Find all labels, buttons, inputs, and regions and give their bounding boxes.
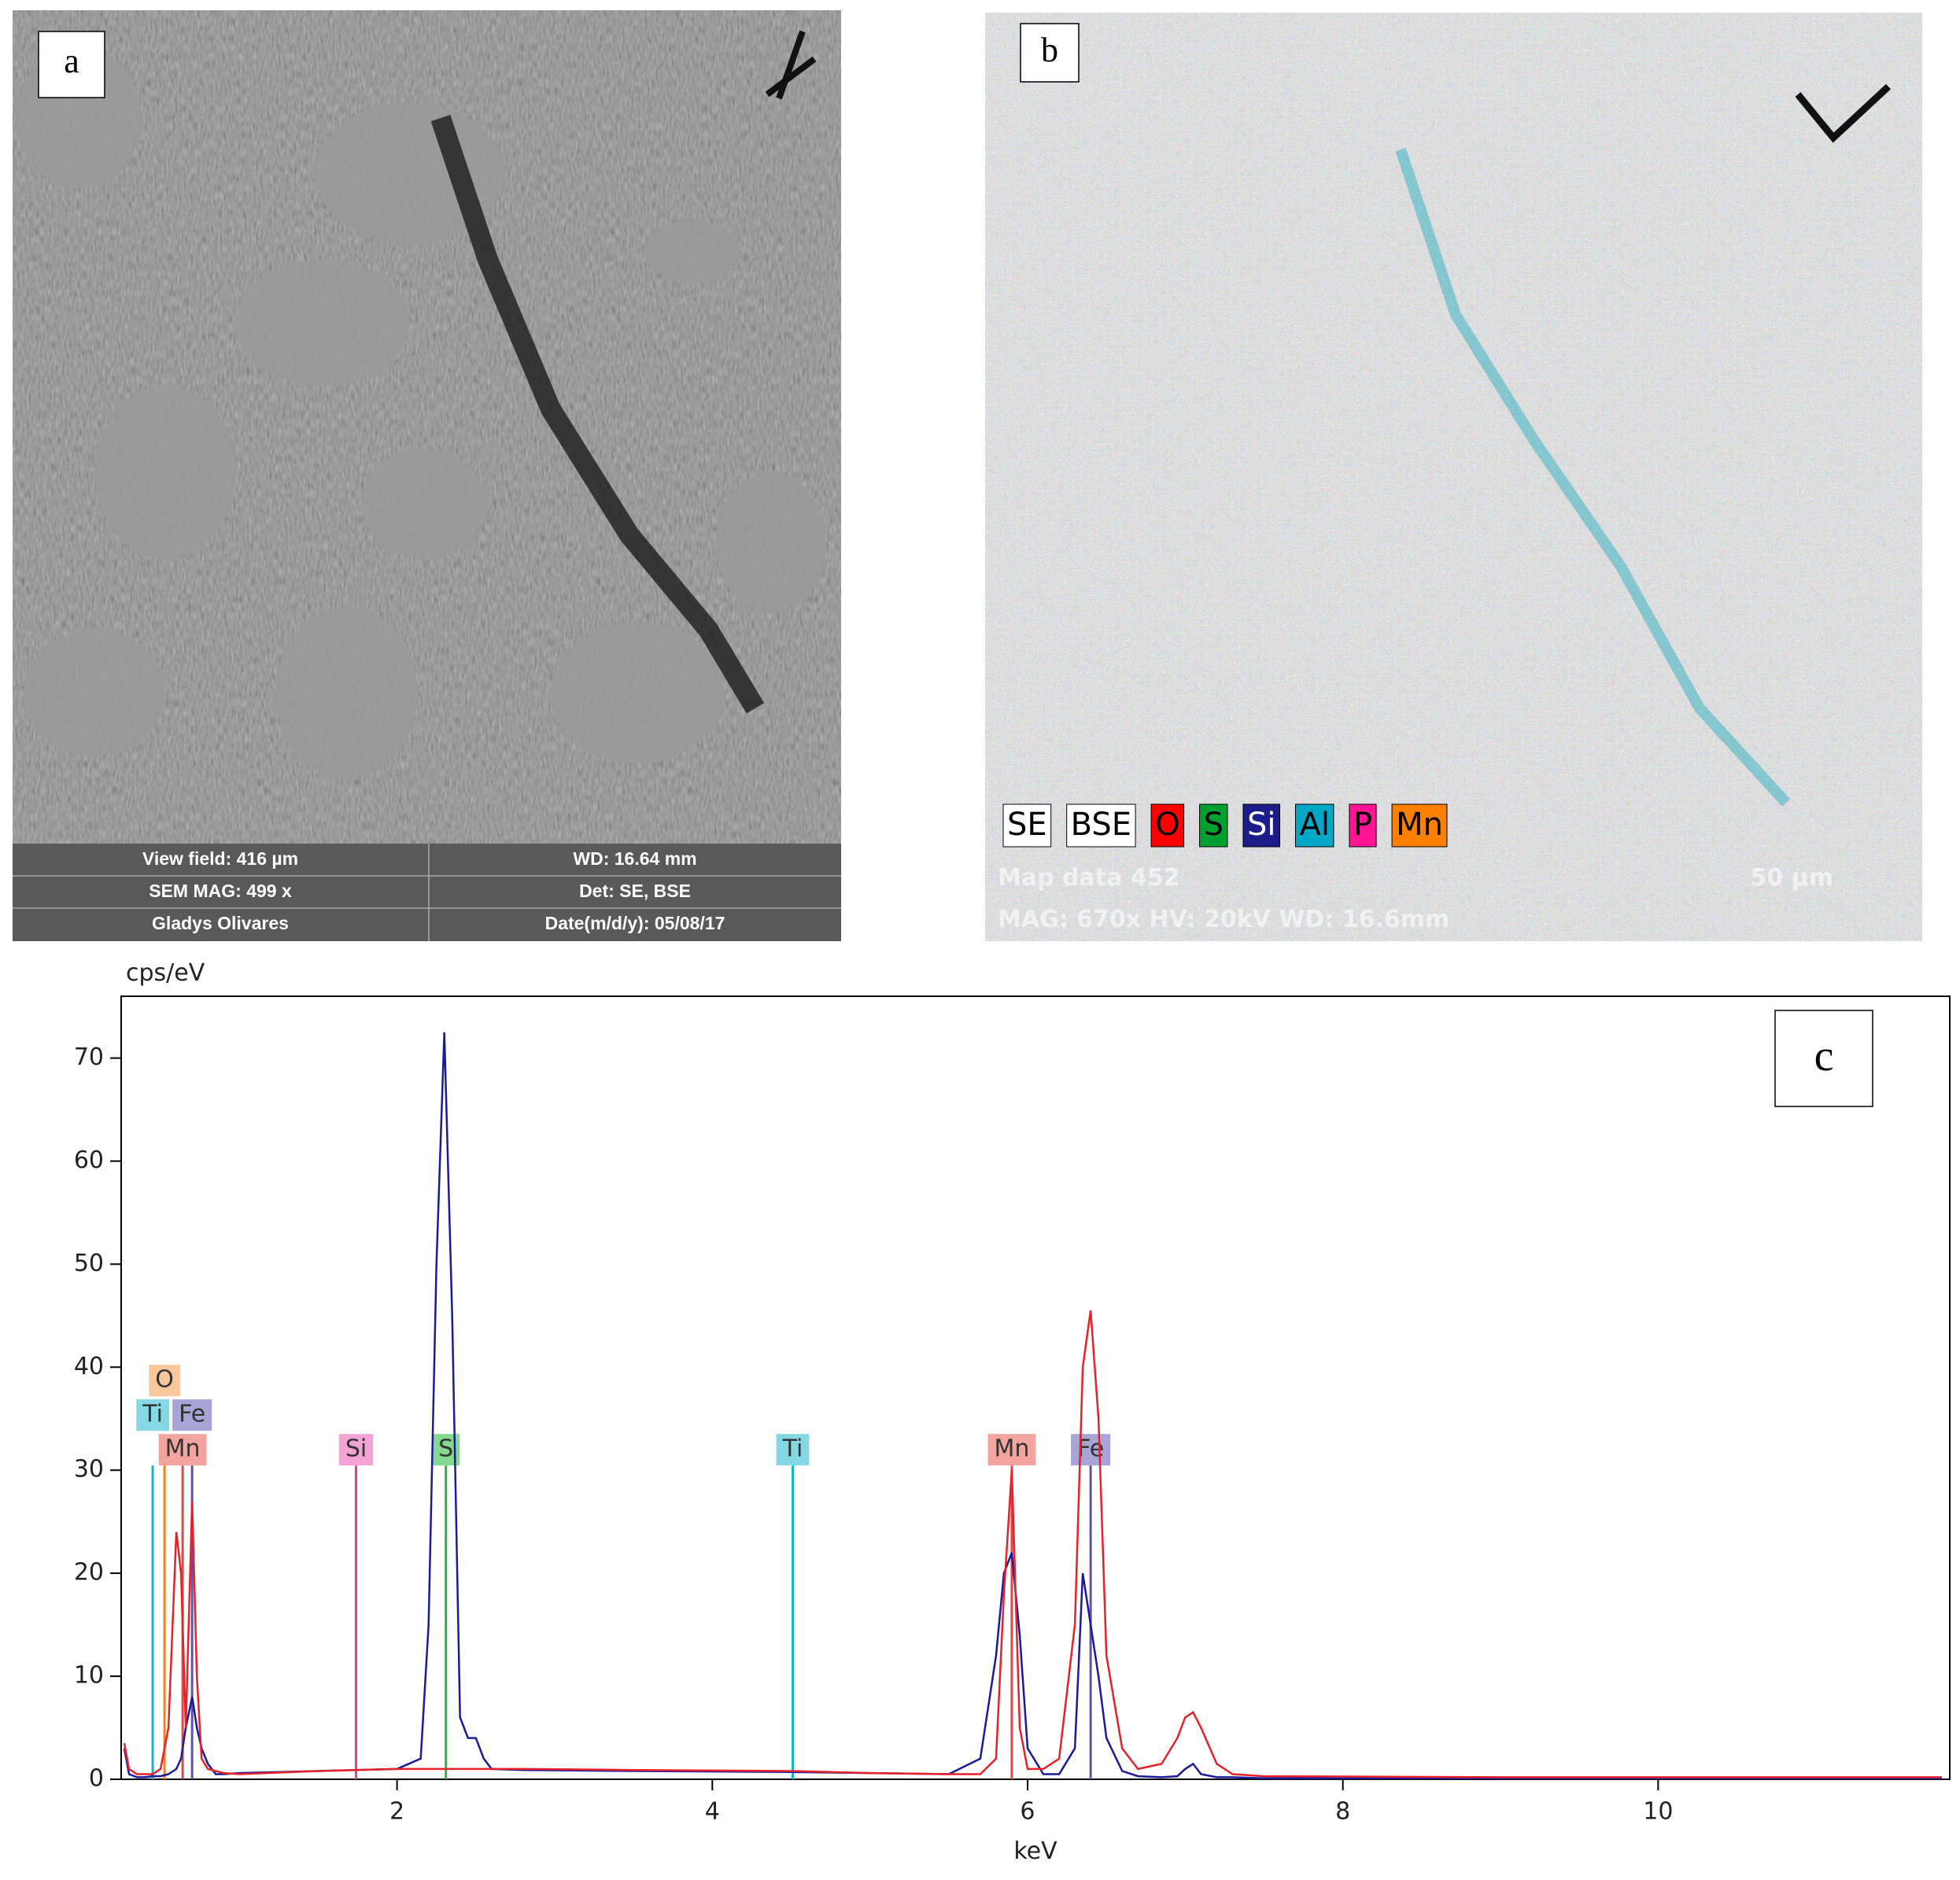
map-overlay: MAG: 670x HV: 20kV WD: 16.6mm [998, 906, 1449, 933]
map-overlay: Map data 452 [998, 864, 1179, 892]
y-tick-label: 20 [74, 1559, 104, 1586]
y-axis-label: cps/eV [126, 959, 205, 987]
spectrum-line [123, 1032, 1942, 1779]
y-tick-label: 50 [74, 1250, 104, 1277]
y-tick-label: 60 [74, 1147, 104, 1174]
y-tick-label: 40 [74, 1353, 104, 1380]
element-label-box [776, 1434, 810, 1466]
panel-label: b [1041, 31, 1058, 69]
info-text: SEM MAG: 499 x [149, 881, 292, 901]
x-axis-label: keV [1013, 1838, 1058, 1865]
info-bar [13, 844, 841, 941]
element-label-box [149, 1365, 180, 1397]
legend-text: Si [1247, 807, 1276, 843]
panel-label: a [64, 42, 79, 80]
element-label: O [155, 1366, 174, 1394]
info-text: Gladys Olivares [152, 913, 289, 933]
element-label-box [136, 1399, 169, 1431]
panel-label-box [38, 31, 105, 98]
legend-text: P [1353, 807, 1372, 843]
info-text: Det: SE, BSE [579, 881, 691, 901]
legend-swatch [1150, 803, 1185, 848]
element-label: Ti [782, 1435, 803, 1463]
element-label: Mn [994, 1435, 1029, 1463]
sem-crack [430, 114, 765, 714]
panel-label-box [1774, 1010, 1873, 1107]
info-text: View field: 416 µm [142, 848, 298, 869]
x-tick-label: 10 [1643, 1798, 1673, 1826]
element-label-box [338, 1434, 374, 1466]
panel-label: c [1814, 1032, 1834, 1080]
y-tick-label: 10 [74, 1662, 104, 1690]
map-crack [1395, 147, 1791, 807]
y-tick-label: 70 [74, 1043, 104, 1071]
legend-swatch [1391, 803, 1448, 848]
element-label-box [172, 1399, 212, 1431]
sem-grains [16, 47, 826, 779]
x-tick-label: 6 [1020, 1798, 1035, 1826]
legend-swatch [1002, 803, 1052, 848]
sem-crack [765, 30, 817, 100]
element-label: Si [345, 1435, 367, 1463]
map-legend: SE BSE O S Si Al P Mn [1002, 803, 1448, 848]
panel-b: b SE BSE O S Si Al P Mn Map data 452 50 µm MAG:… [985, 13, 1922, 941]
legend-swatch [1294, 803, 1334, 848]
panel-label-box [1020, 23, 1080, 83]
legend-text: S [1204, 807, 1224, 843]
y-tick-label: 0 [89, 1765, 104, 1793]
info-text: Date(m/d/y): 05/08/17 [545, 913, 725, 933]
x-tick-label: 4 [705, 1798, 720, 1826]
element-label: S [438, 1435, 453, 1463]
legend-swatch [1066, 803, 1136, 848]
legend-text: Mn [1396, 807, 1443, 843]
element-label: Ti [142, 1401, 163, 1428]
legend-text: BSE [1071, 807, 1131, 843]
x-tick-label: 2 [389, 1798, 404, 1826]
element-label: Mn [165, 1435, 201, 1463]
legend-swatch [1199, 803, 1228, 848]
y-tick-label: 30 [74, 1456, 104, 1483]
plot-frame [120, 995, 1951, 1780]
legend-text: O [1155, 807, 1179, 843]
element-label: Fe [179, 1401, 205, 1428]
map-crack [1795, 83, 1892, 143]
info-text: WD: 16.64 mm [573, 848, 696, 869]
element-label-box [987, 1434, 1036, 1466]
element-label-box [158, 1434, 207, 1466]
x-tick-label: 8 [1335, 1798, 1350, 1826]
legend-text: SE [1007, 807, 1047, 843]
legend-swatch [1349, 803, 1377, 848]
map-overlay: 50 µm [1750, 864, 1833, 892]
panel-a: a [13, 10, 841, 941]
element-label-box [1071, 1434, 1111, 1466]
legend-swatch [1242, 803, 1280, 848]
legend-text: Al [1299, 807, 1329, 843]
spectrum-line [123, 1310, 1942, 1778]
